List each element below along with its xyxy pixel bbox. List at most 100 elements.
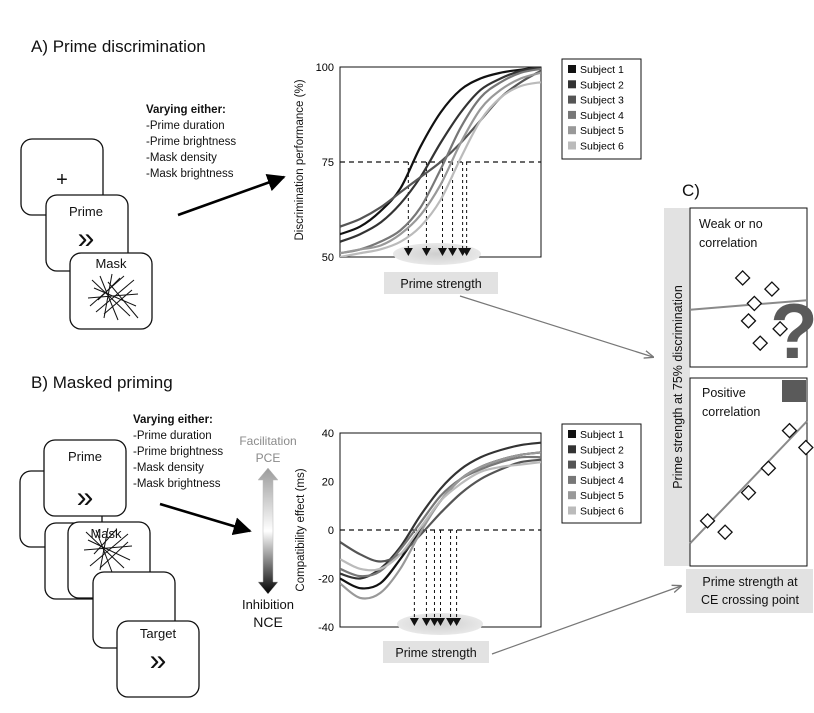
varying-item: -Mask density xyxy=(133,462,204,474)
series-lines xyxy=(340,67,541,257)
legend-label: Subject 1 xyxy=(580,429,624,441)
flow-arrow-a xyxy=(177,173,286,217)
legend-label: Subject 1 xyxy=(580,64,624,76)
crossing-arrowhead xyxy=(429,618,439,626)
y-tick-label: 75 xyxy=(322,157,334,169)
scatter-point xyxy=(797,439,814,456)
legend-label: Subject 6 xyxy=(580,506,624,518)
flow-arrow-b xyxy=(159,502,252,536)
x-axis-label-box xyxy=(384,272,498,294)
varying-list-a: Varying either: -Prime duration -Prime b… xyxy=(146,104,236,180)
series-lines xyxy=(340,441,541,600)
legend-label: Subject 2 xyxy=(580,79,624,91)
series-line xyxy=(340,455,541,578)
varying-item: -Prime duration xyxy=(146,120,225,132)
target-frame xyxy=(116,620,200,698)
legend-label: Subject 5 xyxy=(580,125,624,137)
series-line xyxy=(340,441,541,580)
varying-item: -Prime duration xyxy=(133,430,212,442)
threshold-range-oval xyxy=(393,243,481,265)
varying-item: -Mask brightness xyxy=(146,168,234,180)
legend-swatch xyxy=(568,430,576,438)
y-axis-label: Compatibility effect (ms) xyxy=(295,468,307,591)
prime-label: Prime xyxy=(68,449,102,464)
scatter-point xyxy=(760,460,777,477)
legend-swatch xyxy=(568,475,576,484)
y-tick-label: -40 xyxy=(318,622,334,634)
prime-arrows: » xyxy=(77,481,94,514)
panel-a-title: A) Prime discrimination xyxy=(31,37,206,56)
scatter-point xyxy=(746,295,763,312)
legend-label: Subject 5 xyxy=(580,490,624,502)
varying-item: -Prime brightness xyxy=(146,136,236,148)
crossing-arrowhead xyxy=(421,248,431,256)
x-axis-label-box xyxy=(383,641,489,663)
positive-annotation-2: correlation xyxy=(702,405,760,419)
x-axis-label: Prime strength xyxy=(395,646,476,660)
scatter-point xyxy=(772,320,789,337)
crossing-arrowhead xyxy=(462,248,472,256)
series-line xyxy=(340,67,541,255)
prime-frame xyxy=(43,439,127,517)
varying-item: -Mask density xyxy=(146,152,217,164)
x-label-band xyxy=(686,569,813,613)
y-axis-label: Discrimination performance (%) xyxy=(294,79,306,240)
panel-b-title: B) Masked priming xyxy=(31,373,173,392)
scatter-point xyxy=(717,524,734,541)
x-axis-label: Prime strength xyxy=(400,277,481,291)
crossing-arrowhead xyxy=(452,618,462,626)
scatter-point xyxy=(781,422,798,439)
nce-label: NCE xyxy=(253,614,283,630)
legend-swatch xyxy=(568,460,576,469)
legend-swatch xyxy=(568,65,576,73)
series-line xyxy=(340,71,541,255)
prime-label: Prime xyxy=(69,204,103,219)
mask-lines xyxy=(87,273,139,321)
gradient-double-arrow xyxy=(257,467,279,595)
series-line xyxy=(340,67,541,236)
legend-swatch xyxy=(568,445,576,454)
inhibition-label: Inhibition xyxy=(242,597,294,612)
legend-swatch xyxy=(568,80,576,89)
question-mark-icon: ? xyxy=(770,287,814,375)
crossing-drop-lines xyxy=(413,530,458,619)
crossing-arrowhead xyxy=(438,248,448,256)
varying-item: -Mask brightness xyxy=(133,478,221,490)
positive-scatter xyxy=(689,420,814,545)
prime-arrows: » xyxy=(78,222,95,255)
positive-correlation-box xyxy=(689,377,808,567)
y-tick-label: 0 xyxy=(328,525,334,537)
legend-label: Subject 3 xyxy=(580,95,624,107)
y-tick-labels: -40 -20 0 20 40 xyxy=(318,428,334,634)
connector-arrow-b xyxy=(491,586,681,655)
crossing-arrowhead xyxy=(409,618,419,626)
crossing-arrowhead xyxy=(403,248,413,256)
scatter-point xyxy=(740,484,757,501)
panel-c-title: C) xyxy=(682,181,700,200)
varying-heading: Varying either: xyxy=(146,104,226,116)
panel-c-x-label-1: Prime strength at xyxy=(702,575,798,589)
weak-annotation-2: correlation xyxy=(699,236,757,250)
legend-swatch xyxy=(568,126,576,135)
legend-swatch xyxy=(568,141,576,150)
legend-swatch xyxy=(568,110,576,119)
crossing-arrowheads xyxy=(403,248,472,256)
panel-c: Prime strength at 75% discrimination Pri… xyxy=(664,207,814,613)
crossing-arrowheads xyxy=(409,618,462,626)
crossing-arrowhead xyxy=(421,618,431,626)
series-line xyxy=(340,461,541,572)
legend-swatch xyxy=(568,506,576,515)
varying-list-b: Varying either: -Prime duration -Prime b… xyxy=(133,414,223,490)
crossing-arrowhead xyxy=(436,618,445,626)
legend-label: Subject 6 xyxy=(580,141,624,153)
crossing-arrowhead xyxy=(448,248,458,256)
crossing-arrowhead xyxy=(446,618,456,626)
y-tick-label: -20 xyxy=(318,574,334,586)
positive-annotation-1: Positive xyxy=(702,386,746,400)
varying-heading: Varying either: xyxy=(133,414,213,426)
legend-label: Subject 2 xyxy=(580,444,624,456)
series-line xyxy=(340,81,541,257)
scatter-point xyxy=(752,335,769,352)
legend-swatch xyxy=(568,95,576,104)
